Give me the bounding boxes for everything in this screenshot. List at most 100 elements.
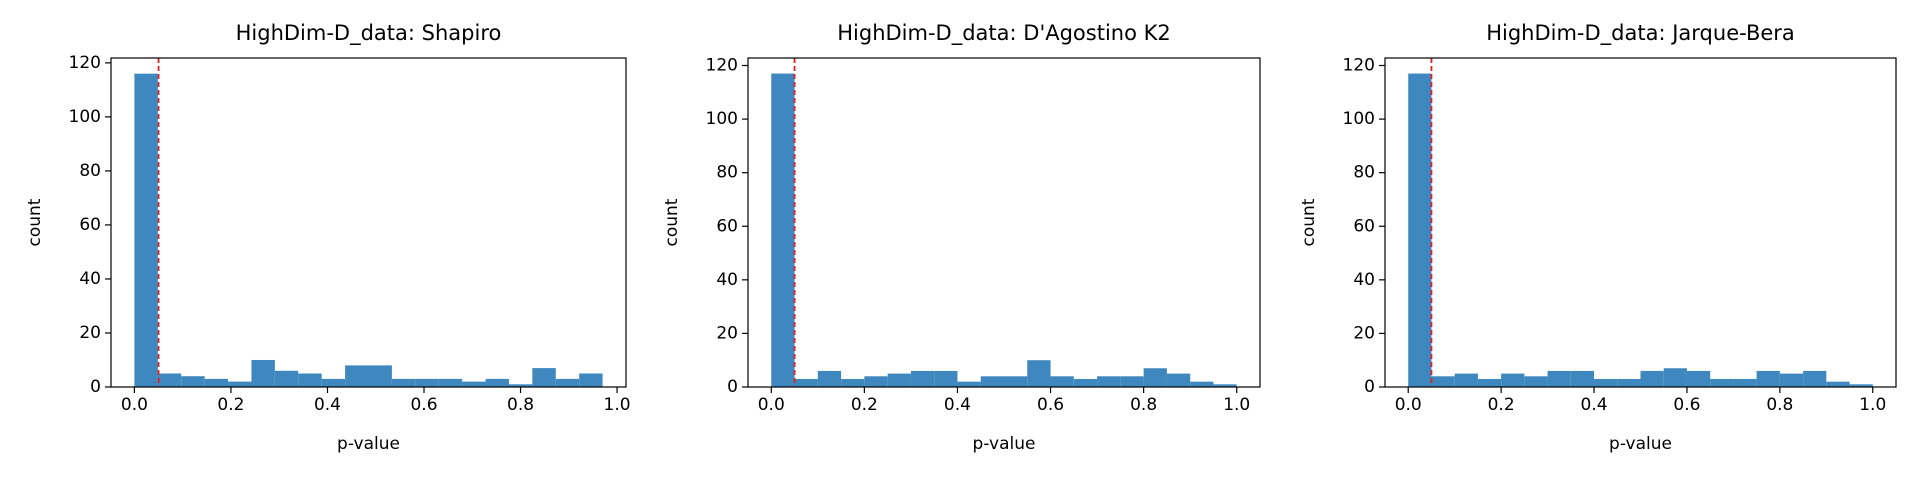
- y-tick-label: 80: [1353, 163, 1375, 183]
- bar: [1477, 378, 1502, 387]
- x-tick-label: 0.0: [121, 395, 148, 415]
- bar: [204, 378, 229, 387]
- y-tick-label: 60: [716, 216, 738, 236]
- bar: [228, 381, 252, 387]
- bar: [1190, 381, 1214, 387]
- bar: [1733, 378, 1757, 387]
- bar: [1547, 370, 1571, 387]
- bar: [1050, 376, 1074, 387]
- bar: [438, 378, 463, 387]
- bar: [1143, 368, 1167, 387]
- x-axis-label: p-value: [1609, 434, 1672, 454]
- bar: [957, 381, 981, 387]
- y-tick-label: 20: [716, 323, 738, 343]
- bar: [1803, 370, 1827, 387]
- bar: [415, 378, 439, 387]
- bar: [532, 368, 556, 387]
- bar: [1756, 370, 1780, 387]
- bar: [1213, 384, 1237, 387]
- bar: [980, 376, 1004, 387]
- bar: [1640, 370, 1664, 387]
- y-tick-label: 40: [716, 270, 738, 290]
- bar: [1710, 378, 1734, 387]
- y-tick-label: 0: [1364, 377, 1375, 397]
- y-tick-label: 20: [1353, 323, 1375, 343]
- chart-title: HighDim-D_data: Shapiro: [236, 21, 502, 46]
- bar: [298, 373, 322, 387]
- bar: [1826, 381, 1850, 387]
- y-tick-label: 120: [1343, 56, 1375, 76]
- bar: [1027, 360, 1051, 387]
- bar: [864, 376, 888, 387]
- bar: [345, 365, 369, 387]
- y-axis-label: count: [662, 198, 682, 246]
- bar: [251, 359, 275, 387]
- bar: [1454, 373, 1478, 387]
- y-tick-label: 60: [1353, 216, 1375, 236]
- y-tick-label: 100: [69, 107, 101, 127]
- y-axis-label: count: [25, 198, 45, 246]
- subplot: 0.0 0.2 0.4 0.6 0.8 1.0 0 20 40 60 80 100 120 HighDim…: [25, 21, 631, 454]
- bar: [274, 370, 299, 387]
- bar: [1408, 73, 1432, 387]
- bar: [485, 378, 509, 387]
- x-tick-label: 1.0: [1223, 395, 1250, 415]
- x-tick-label: 0.6: [410, 395, 437, 415]
- x-tick-label: 0.6: [1037, 395, 1064, 415]
- x-tick-label: 0.6: [1673, 395, 1700, 415]
- bar: [134, 73, 158, 388]
- x-axis-label: p-value: [973, 434, 1036, 454]
- y-tick-label: 40: [79, 269, 101, 289]
- bar: [579, 373, 603, 387]
- bar: [508, 384, 533, 387]
- x-tick-label: 0.4: [1581, 395, 1608, 415]
- bar: [555, 378, 580, 387]
- y-tick-label: 80: [79, 161, 101, 181]
- x-tick-label: 0.4: [944, 395, 971, 415]
- bar: [887, 373, 911, 387]
- x-tick-label: 1.0: [604, 395, 631, 415]
- bar: [1849, 384, 1873, 387]
- bar: [841, 378, 865, 387]
- x-tick-label: 0.2: [217, 395, 244, 415]
- bar: [1501, 373, 1525, 387]
- y-tick-label: 0: [90, 377, 101, 397]
- x-tick-label: 0.4: [314, 395, 341, 415]
- bar: [1431, 376, 1455, 387]
- x-tick-label: 0.2: [1488, 395, 1515, 415]
- axes-frame: [110, 57, 627, 388]
- bar: [1779, 373, 1804, 387]
- bar: [1073, 378, 1098, 387]
- bar: [1524, 376, 1548, 387]
- axes-frame: [1384, 57, 1897, 388]
- x-tick-label: 1.0: [1859, 395, 1886, 415]
- y-tick-label: 40: [1353, 270, 1375, 290]
- x-axis-label: p-value: [337, 434, 400, 454]
- bar: [181, 376, 205, 387]
- y-tick-label: 100: [1343, 109, 1375, 129]
- x-tick-label: 0.2: [851, 395, 878, 415]
- subplot: 0.0 0.2 0.4 0.6 0.8 1.0 0 20 40 60 80 100 120 HighDim…: [1299, 21, 1897, 454]
- bar: [771, 73, 795, 387]
- y-axis-label: count: [1299, 198, 1319, 246]
- y-tick-label: 120: [706, 56, 738, 76]
- chart-title: HighDim-D_data: D'Agostino K2: [837, 21, 1171, 46]
- y-tick-label: 120: [69, 53, 101, 73]
- axes-frame: [747, 57, 1261, 388]
- x-tick-label: 0.0: [1395, 395, 1422, 415]
- bar: [817, 370, 842, 387]
- y-tick-label: 20: [79, 323, 101, 343]
- x-tick-label: 0.8: [1130, 395, 1157, 415]
- bar: [1594, 378, 1618, 387]
- chart-title: HighDim-D_data: Jarque-Bera: [1486, 21, 1795, 46]
- bar: [934, 370, 958, 387]
- y-tick-label: 0: [727, 377, 738, 397]
- bar: [1617, 378, 1641, 387]
- bar: [391, 378, 416, 387]
- y-tick-label: 60: [79, 215, 101, 235]
- bar: [1097, 376, 1121, 387]
- bar: [1686, 370, 1711, 387]
- bar: [1570, 370, 1595, 387]
- bar: [910, 370, 935, 387]
